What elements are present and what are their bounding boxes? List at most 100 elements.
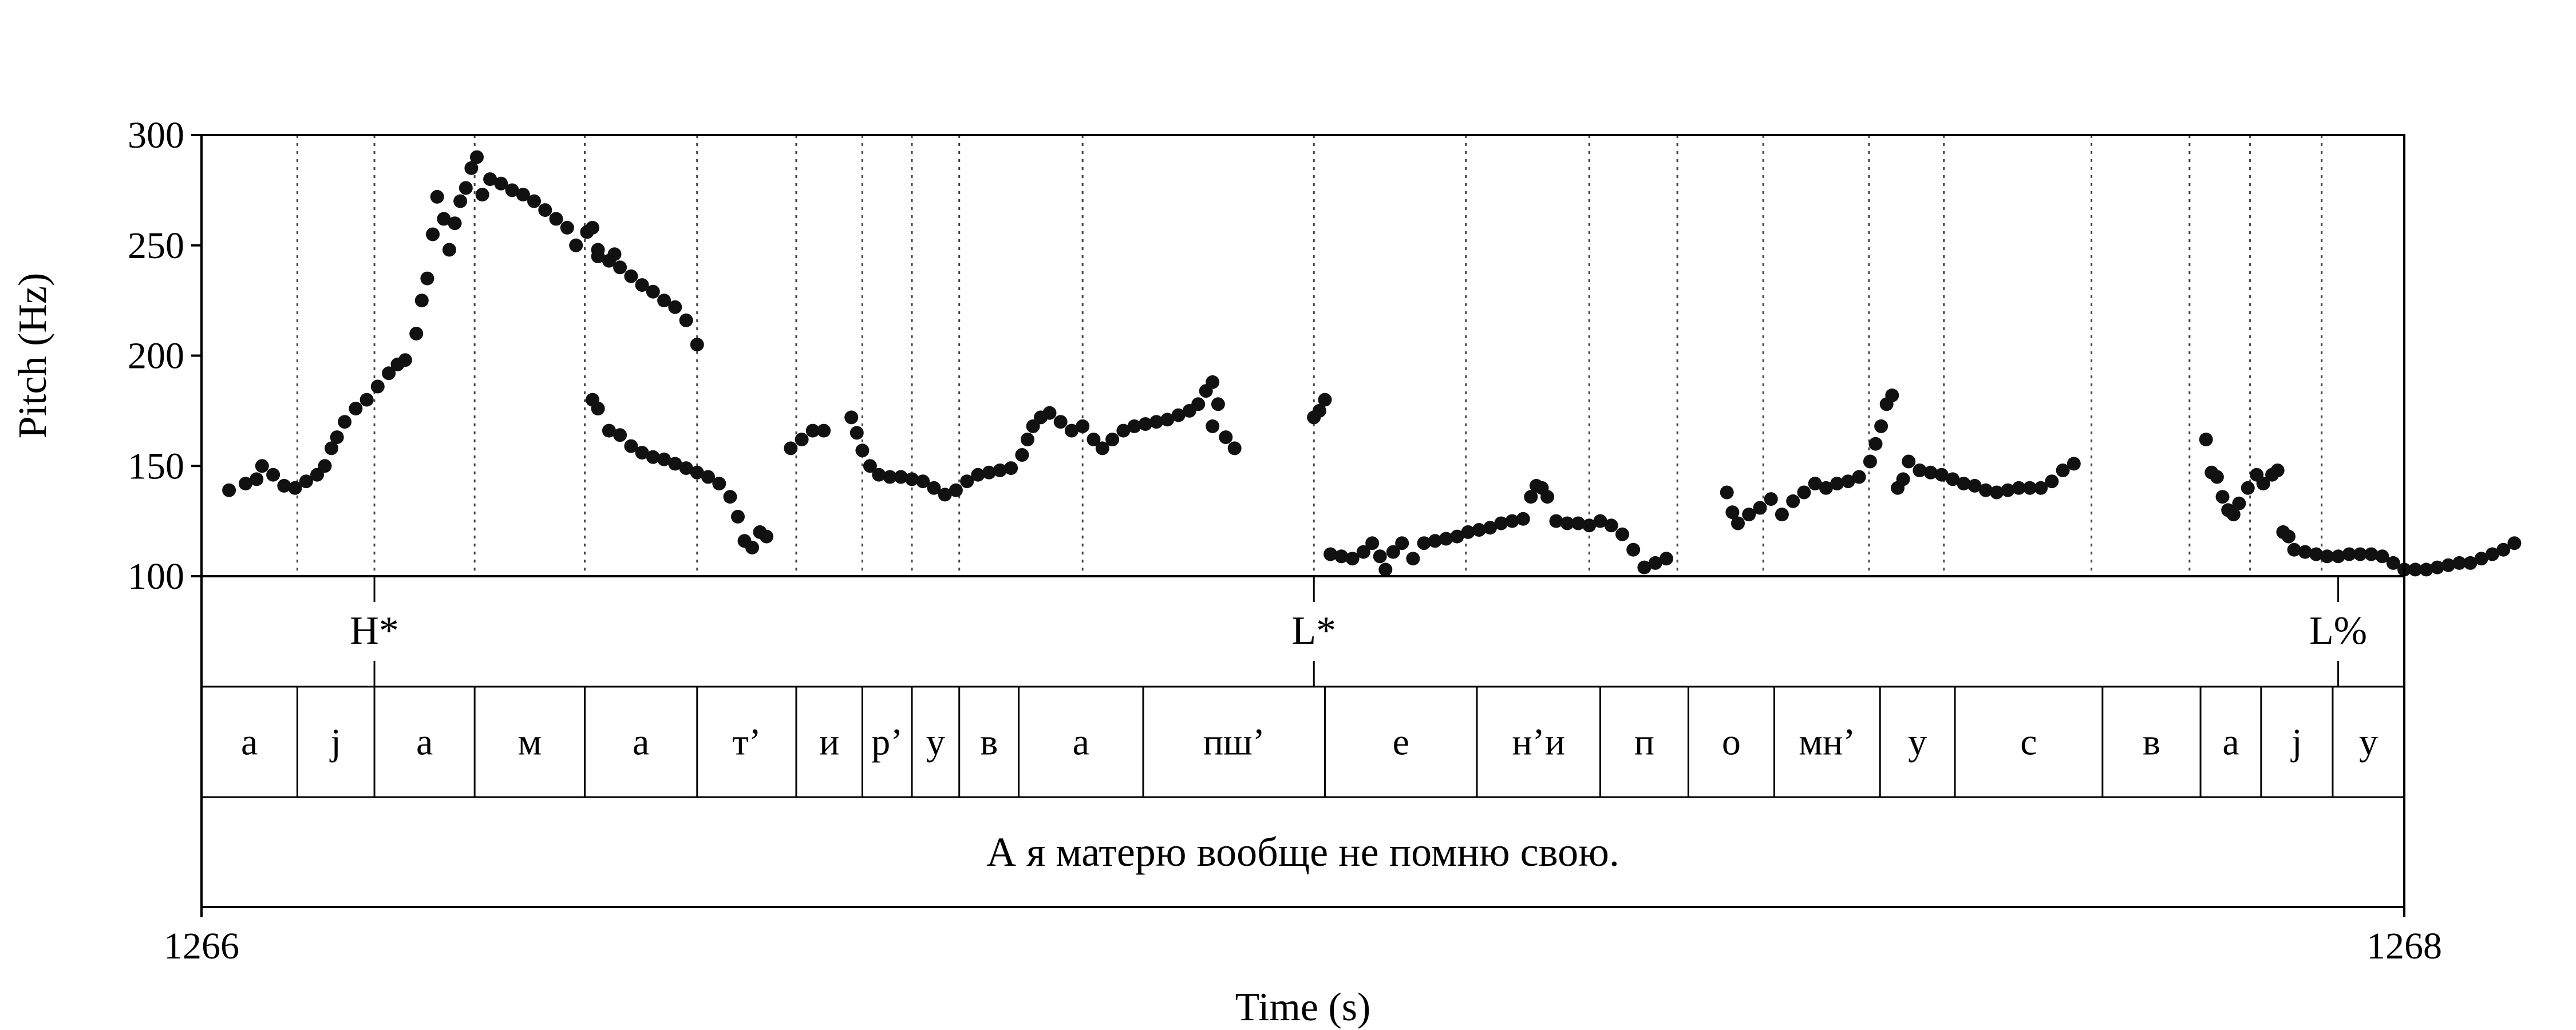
pitch-point	[569, 238, 583, 252]
pitch-point	[1659, 552, 1673, 566]
pitch-point	[2045, 474, 2059, 489]
pitch-point	[607, 247, 622, 262]
x-tick-label: 1268	[2366, 925, 2442, 967]
pitch-point	[370, 379, 385, 394]
pitch-point	[1323, 547, 1338, 561]
pitch-point	[850, 426, 864, 440]
pitch-point	[1378, 562, 1393, 577]
pitch-point	[731, 509, 745, 524]
pitch-point	[1593, 514, 1607, 528]
pitch-point	[516, 188, 530, 202]
pitch-point	[222, 483, 236, 497]
pitch-point	[1171, 408, 1186, 422]
pitch-point	[1863, 454, 1877, 469]
pitch-point	[538, 203, 552, 217]
pitch-point	[784, 441, 798, 455]
pitch-point	[1312, 403, 1326, 418]
tone-label: L%	[2309, 609, 2367, 653]
pitch-point	[723, 490, 737, 504]
pitch-point	[420, 271, 434, 286]
pitch-point	[1021, 433, 1034, 446]
pitch-point	[938, 488, 952, 502]
pitch-point	[1127, 419, 1141, 433]
pitch-point	[2386, 556, 2400, 570]
segment-label: мн’	[1799, 722, 1855, 763]
pitch-point	[494, 176, 508, 191]
pitch-point	[2056, 464, 2070, 477]
pitch-point	[1604, 518, 1618, 533]
pitch-point	[1461, 525, 1475, 539]
pitch-point	[1373, 549, 1387, 564]
pitch-point	[2215, 490, 2230, 504]
x-axis-title: Time (s)	[1235, 985, 1371, 1029]
segment-label: а	[1073, 722, 1089, 763]
pitch-point	[1494, 516, 1508, 530]
segment-label: в	[2143, 722, 2160, 763]
pitch-point	[1990, 485, 2004, 500]
pitch-point	[1406, 552, 1420, 566]
pitch-point	[470, 150, 484, 164]
pitch-point	[2298, 545, 2312, 559]
pitch-point	[255, 459, 269, 473]
pitch-point	[448, 216, 462, 231]
pitch-point	[1946, 472, 1960, 486]
pitch-point	[916, 474, 930, 489]
segment-label: а	[241, 722, 258, 763]
pitch-point	[1720, 485, 1734, 500]
plot-frame	[200, 134, 2405, 908]
axes: Pitch (Hz) Time (s) 100 150 200 250 300 1266 1…	[11, 114, 2442, 1029]
segment-label: j	[2290, 722, 2302, 763]
pitch-point	[635, 446, 649, 460]
pitch-point	[266, 468, 280, 482]
pitch-point	[1571, 516, 1585, 530]
pitch-point	[1560, 516, 1574, 530]
pitch-point	[1524, 490, 1538, 504]
pitch-point	[1439, 532, 1453, 546]
pitch-point	[398, 353, 412, 367]
pitch-point	[299, 474, 313, 489]
pitch-point	[1191, 397, 1206, 411]
y-tick-label: 300	[128, 114, 184, 156]
pitch-point	[505, 183, 519, 197]
pitch-point	[1731, 516, 1745, 530]
pitch-point	[2331, 549, 2345, 564]
pitch-point	[2226, 508, 2241, 522]
pitch-point	[414, 294, 429, 308]
pitch-point	[1365, 536, 1380, 550]
segment-label: р’	[871, 722, 903, 763]
pitch-point	[1967, 478, 1982, 493]
pitch-point	[1138, 417, 1152, 431]
pitch-point	[2067, 457, 2081, 471]
pitch-point	[1318, 393, 1332, 407]
tone-label: L*	[1291, 609, 1336, 653]
pitch-point	[2309, 547, 2324, 561]
pitch-point	[318, 459, 332, 473]
segment-label: а	[416, 722, 433, 763]
pitch-point	[1116, 423, 1131, 438]
pitch-point	[1626, 542, 1641, 557]
pitch-point	[1819, 481, 1833, 495]
pitch-point	[250, 472, 264, 486]
y-tick-label: 100	[128, 556, 184, 597]
pitch-point	[527, 194, 541, 208]
pitch-point	[277, 478, 291, 493]
pitch-point	[668, 457, 682, 471]
pitch-point	[1472, 523, 1486, 537]
pitch-point	[1797, 485, 1811, 500]
pitch-point	[325, 441, 338, 455]
pitch-point	[657, 294, 671, 308]
pitch-point	[635, 278, 649, 292]
pitch-point	[586, 220, 599, 235]
annotation-tiers: H* L* L%а j а м а т’ и р’ у в а пш’ е н’и п о мн’ у с в а j уА я…	[241, 576, 2378, 875]
pitch-point	[359, 393, 374, 407]
pitch-point	[1428, 534, 1442, 548]
pitch-point	[464, 161, 479, 175]
pitch-point	[1934, 468, 1949, 482]
pitch-point	[1219, 430, 1233, 445]
pitch-point	[1615, 527, 1629, 541]
pitch-point	[1386, 545, 1400, 559]
pitch-point	[591, 402, 605, 415]
pitch-point	[1004, 461, 1018, 476]
pitch-point	[2012, 481, 2026, 495]
pitch-point	[1841, 474, 1855, 489]
